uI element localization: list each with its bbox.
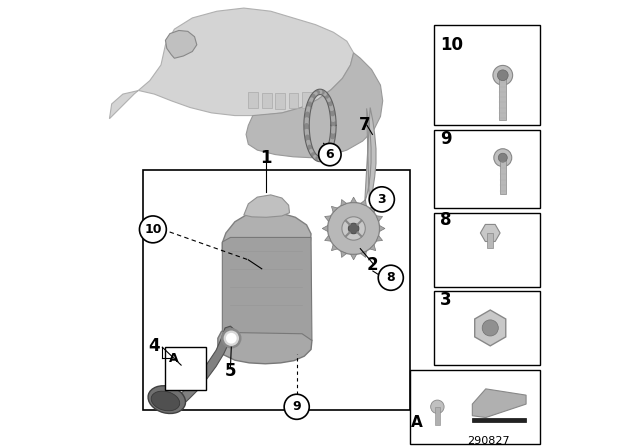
Text: A: A — [410, 414, 422, 430]
Circle shape — [319, 143, 341, 166]
Bar — [165, 347, 206, 390]
Circle shape — [369, 187, 394, 212]
Polygon shape — [222, 237, 312, 340]
Polygon shape — [109, 8, 353, 119]
Polygon shape — [244, 195, 289, 217]
Bar — [275, 93, 285, 109]
Bar — [435, 213, 540, 287]
Text: 290827: 290827 — [467, 436, 509, 446]
Text: 5: 5 — [225, 362, 236, 380]
Polygon shape — [365, 108, 376, 202]
Circle shape — [222, 329, 240, 347]
Polygon shape — [376, 236, 383, 241]
Polygon shape — [170, 326, 234, 408]
Circle shape — [284, 394, 309, 419]
Text: 7: 7 — [359, 116, 371, 134]
Bar — [499, 75, 506, 120]
Circle shape — [348, 223, 359, 234]
Circle shape — [494, 149, 512, 167]
Text: 3: 3 — [378, 193, 386, 206]
Ellipse shape — [151, 391, 180, 411]
Polygon shape — [341, 199, 346, 206]
Text: 10: 10 — [440, 36, 463, 54]
Polygon shape — [370, 245, 376, 250]
Text: 9: 9 — [440, 130, 452, 148]
Text: 1: 1 — [260, 149, 272, 167]
Polygon shape — [332, 207, 337, 212]
Circle shape — [342, 217, 365, 240]
Polygon shape — [246, 53, 383, 158]
Bar — [435, 407, 440, 425]
Circle shape — [140, 216, 166, 243]
Circle shape — [378, 265, 403, 290]
Polygon shape — [376, 216, 383, 221]
Polygon shape — [324, 236, 331, 241]
Polygon shape — [361, 251, 366, 258]
Text: 8: 8 — [440, 211, 452, 228]
Text: 4: 4 — [148, 337, 160, 355]
Text: 9: 9 — [292, 400, 301, 414]
Polygon shape — [472, 389, 526, 418]
Bar — [302, 92, 312, 108]
Text: 6: 6 — [326, 148, 334, 161]
Circle shape — [328, 202, 380, 254]
Bar — [435, 25, 540, 125]
Text: 3: 3 — [440, 291, 452, 309]
Bar — [248, 92, 258, 108]
Circle shape — [493, 65, 513, 85]
Bar — [262, 93, 271, 108]
Circle shape — [497, 70, 508, 81]
Polygon shape — [324, 216, 331, 221]
Polygon shape — [332, 245, 337, 250]
Text: 8: 8 — [387, 271, 395, 284]
Circle shape — [482, 320, 499, 336]
Bar — [487, 233, 493, 248]
Bar — [143, 170, 410, 410]
Polygon shape — [380, 225, 385, 232]
Polygon shape — [218, 325, 312, 364]
Ellipse shape — [148, 386, 186, 414]
Bar — [289, 93, 298, 108]
Bar — [410, 370, 540, 444]
Circle shape — [431, 400, 444, 414]
Polygon shape — [370, 207, 376, 212]
Polygon shape — [351, 254, 356, 260]
Polygon shape — [322, 225, 328, 232]
Circle shape — [499, 153, 508, 162]
Text: 10: 10 — [144, 223, 162, 236]
Text: A: A — [169, 352, 179, 365]
Polygon shape — [341, 251, 346, 258]
Text: 2: 2 — [367, 256, 379, 274]
Bar — [435, 291, 540, 365]
Polygon shape — [472, 418, 526, 422]
Polygon shape — [361, 199, 366, 206]
Polygon shape — [222, 211, 311, 268]
Circle shape — [226, 333, 237, 344]
Polygon shape — [351, 197, 356, 202]
Bar — [500, 158, 506, 194]
Bar — [435, 130, 540, 208]
Polygon shape — [165, 30, 197, 58]
